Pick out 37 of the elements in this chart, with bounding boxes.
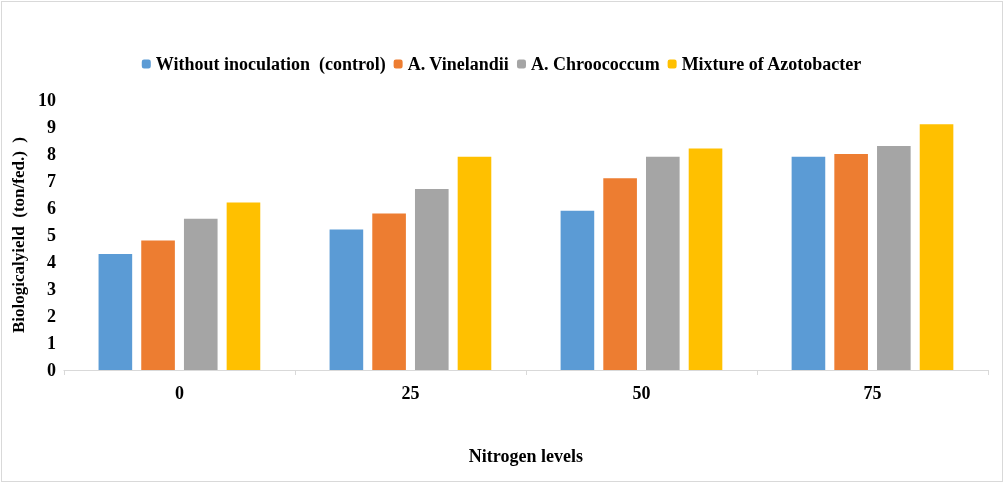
y-tick-label: 5 xyxy=(46,225,56,245)
y-tick-label: 6 xyxy=(46,198,56,218)
y-tick-label: 2 xyxy=(46,306,56,326)
bar xyxy=(141,240,175,370)
y-tick-label: 3 xyxy=(46,279,56,299)
legend-label: A. Chroococcum xyxy=(530,54,660,74)
y-axis-title: Biologicalyield (ton/fed.) ) xyxy=(9,137,28,333)
y-tick-label: 0 xyxy=(46,360,56,380)
bar xyxy=(183,218,218,370)
y-tick-label: 4 xyxy=(46,252,56,272)
bar xyxy=(646,156,680,370)
x-tick-label: 75 xyxy=(863,383,882,403)
legend-label: Without inoculation (control) xyxy=(155,54,386,75)
bar xyxy=(414,189,449,370)
y-tick-label: 10 xyxy=(37,90,56,110)
legend-label: A. Vinelandii xyxy=(407,54,509,74)
x-tick-label: 50 xyxy=(632,383,651,403)
bar xyxy=(603,178,637,370)
bar xyxy=(560,210,595,370)
y-tick-label: 1 xyxy=(46,333,56,353)
bar xyxy=(226,202,261,370)
y-tick-label: 9 xyxy=(46,117,56,137)
y-tick-label: 7 xyxy=(46,171,56,191)
bar xyxy=(98,253,133,370)
x-axis-title: Nitrogen levels xyxy=(468,446,584,466)
legend-label: Mixture of Azotobacter xyxy=(681,54,862,74)
bar xyxy=(688,148,723,370)
bar xyxy=(372,213,406,370)
bar xyxy=(877,145,911,370)
x-tick-label: 25 xyxy=(401,383,420,403)
bar xyxy=(834,154,868,370)
bar xyxy=(791,156,826,370)
y-tick-label: 8 xyxy=(46,144,56,164)
bar xyxy=(329,229,364,370)
x-tick-label: 0 xyxy=(174,383,184,403)
bar xyxy=(457,156,492,370)
bar xyxy=(919,124,954,370)
